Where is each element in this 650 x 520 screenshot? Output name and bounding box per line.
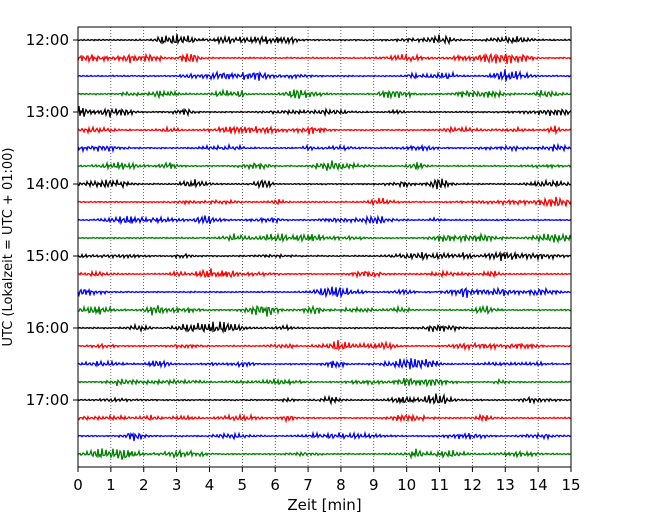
y-tick-label: 17:00 <box>26 391 69 409</box>
x-tick-label: 1 <box>106 476 116 494</box>
x-tick-label: 12 <box>463 476 482 494</box>
seismogram-trace <box>77 377 572 388</box>
y-tick-label: 16:00 <box>26 319 69 337</box>
x-tick-label: 14 <box>529 476 548 494</box>
x-tick-label: 13 <box>496 476 515 494</box>
seismogram-trace <box>77 214 572 226</box>
x-tick-label: 2 <box>139 476 149 494</box>
x-tick-label: 9 <box>369 476 379 494</box>
x-axis-ticks: 0 1 2 3 4 5 6 7 8 9 10 11 12 13 14 15 <box>73 467 581 494</box>
seismogram-trace <box>77 142 572 154</box>
x-tick-label: 15 <box>561 476 580 494</box>
seismogram-trace <box>77 430 572 442</box>
seismogram-trace <box>77 268 572 279</box>
plot-frame <box>77 26 572 468</box>
seismogram-trace <box>77 196 572 208</box>
seismogram-trace <box>77 412 572 424</box>
seismogram-trace <box>77 357 572 371</box>
seismogram-trace <box>77 87 572 100</box>
seismogram-trace <box>77 69 572 82</box>
y-axis-ticks: 12:00 13:00 14:00 15:00 16:00 17:00 <box>26 31 78 409</box>
seismogram-trace <box>77 321 572 334</box>
x-tick-label: 5 <box>238 476 248 494</box>
seismogram-trace <box>77 34 572 46</box>
x-tick-label: 4 <box>205 476 215 494</box>
x-tick-label: 10 <box>397 476 416 494</box>
x-tick-label: 0 <box>73 476 83 494</box>
seismogram-trace <box>77 339 572 352</box>
seismogram-trace <box>77 160 572 172</box>
y-tick-label: 12:00 <box>26 31 69 49</box>
x-tick-label: 6 <box>270 476 280 494</box>
y-tick-label: 14:00 <box>26 175 69 193</box>
seismogram-trace <box>77 250 572 262</box>
seismogram-trace <box>77 52 572 65</box>
x-tick-label: 11 <box>430 476 449 494</box>
y-tick-label: 13:00 <box>26 103 69 121</box>
seismogram-trace <box>77 178 572 190</box>
grid-lines <box>110 27 539 467</box>
y-tick-label: 15:00 <box>26 247 69 265</box>
x-tick-label: 8 <box>336 476 346 494</box>
seismogram-trace <box>77 231 572 245</box>
seismogram-trace <box>77 124 572 136</box>
x-tick-label: 3 <box>172 476 182 494</box>
seismogram-trace <box>77 448 572 460</box>
x-tick-label: 7 <box>303 476 313 494</box>
seismogram-trace <box>77 286 572 299</box>
x-axis-label: Zeit [min] <box>287 496 361 514</box>
y-axis-label: UTC (Lokalzeit = UTC + 01:00) <box>1 148 16 347</box>
seismogram-trace <box>77 304 572 317</box>
seismogram-trace <box>77 392 572 406</box>
seismogram-trace <box>77 105 572 118</box>
seismogram-traces <box>77 34 572 460</box>
